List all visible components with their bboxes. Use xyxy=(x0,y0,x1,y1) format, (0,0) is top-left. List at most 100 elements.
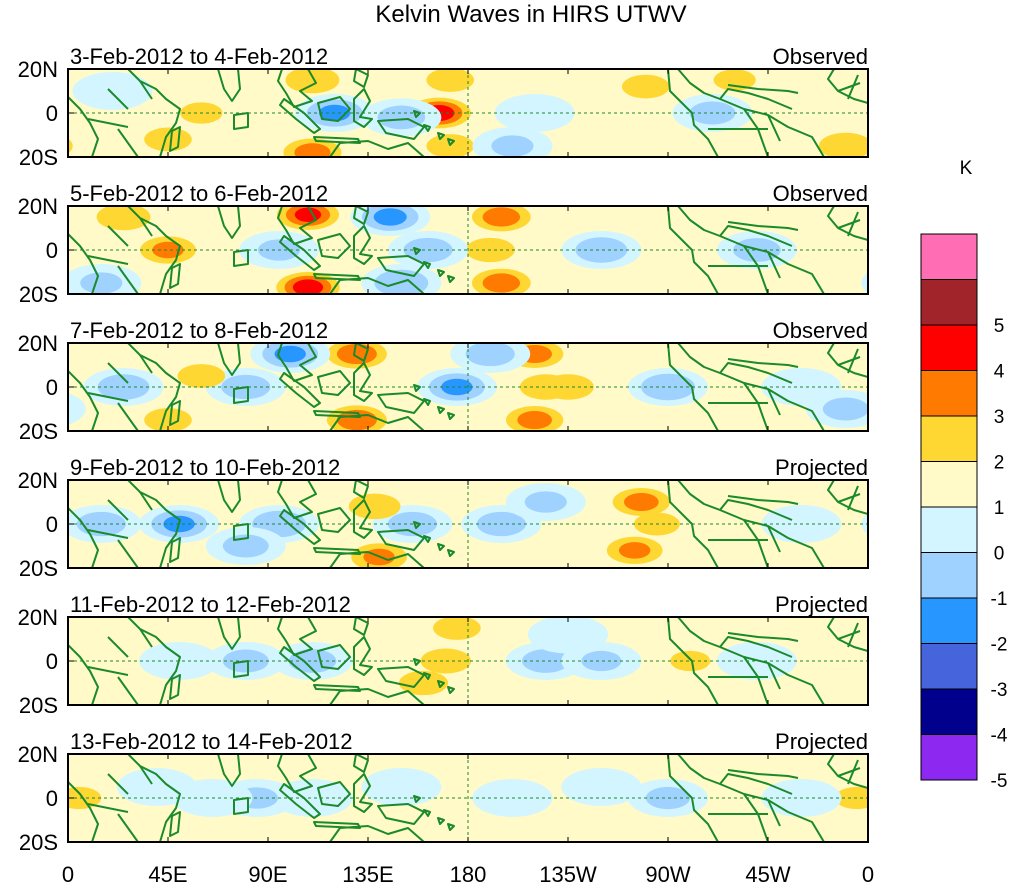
colorbar-label: -2 xyxy=(991,635,1008,656)
anomaly-contour xyxy=(177,364,226,388)
anomaly-contour xyxy=(482,273,521,293)
panel-status: Projected xyxy=(775,729,868,754)
anomaly-contour xyxy=(575,237,628,263)
longitude-label: 135W xyxy=(539,862,597,887)
panel-status: Observed xyxy=(773,318,868,343)
colorbar-bin xyxy=(920,552,978,599)
colorbar-label: 0 xyxy=(994,544,1005,565)
anomaly-contour xyxy=(348,493,401,520)
anomaly-contour xyxy=(426,134,475,157)
anomaly-contour xyxy=(521,649,570,673)
anomaly-contour xyxy=(96,206,151,231)
colorbar-label: 1 xyxy=(994,498,1005,519)
colorbar-bin xyxy=(920,233,978,280)
anomaly-contour xyxy=(68,786,102,810)
anomaly-contour xyxy=(420,648,471,674)
longitude-label: 90W xyxy=(645,862,690,887)
anomaly-contour xyxy=(834,786,868,810)
anomaly-contour xyxy=(144,127,192,152)
map-panel: 20N 0 20S 5-Feb-2012 to 6-Feb-2012 Observed xyxy=(18,181,869,307)
latitude-label: 0 xyxy=(46,512,58,537)
figure-title: Kelvin Waves in HIRS UTWV xyxy=(375,1,686,28)
colorbar-bin xyxy=(920,324,978,371)
anomaly-contour xyxy=(861,513,868,535)
latitude-label: 20S xyxy=(19,145,58,170)
latitude-label: 0 xyxy=(46,649,58,674)
latitude-label: 20N xyxy=(18,331,58,356)
colorbar: K 5 4 3 2 1 0 -1 -2 -3 -4 -5 xyxy=(920,158,1008,792)
colorbar-bin xyxy=(920,279,978,326)
panel-period: 5-Feb-2012 to 6-Feb-2012 xyxy=(70,181,328,206)
anomaly-contour xyxy=(618,542,651,559)
anomaly-contour xyxy=(465,343,515,367)
anomaly-contour xyxy=(68,138,73,154)
latitude-label: 0 xyxy=(46,375,58,400)
anomaly-contour xyxy=(861,272,868,294)
colorbar-label: 3 xyxy=(994,407,1005,428)
latitude-label: 0 xyxy=(46,786,58,811)
panel-period: 9-Feb-2012 to 10-Feb-2012 xyxy=(70,455,340,480)
anomaly-contour xyxy=(494,94,575,132)
panel-period: 7-Feb-2012 to 8-Feb-2012 xyxy=(70,318,328,343)
anomaly-contour xyxy=(68,393,86,425)
anomaly-contour xyxy=(152,241,184,259)
anomaly-contour xyxy=(433,617,481,640)
latitude-label: 20N xyxy=(18,57,58,82)
panel-status: Projected xyxy=(775,455,868,480)
colorbar-bin xyxy=(920,506,978,553)
anomaly-contour xyxy=(336,343,377,365)
colorbar-label: 5 xyxy=(994,316,1005,337)
anomaly-contour xyxy=(818,132,868,157)
colorbar-label: -5 xyxy=(991,771,1008,792)
latitude-label: 20S xyxy=(19,282,58,307)
anomaly-contour xyxy=(285,69,340,94)
colorbar-label: -4 xyxy=(991,726,1008,747)
latitude-label: 20S xyxy=(19,693,58,718)
anomaly-contour xyxy=(624,493,659,511)
anomaly-field xyxy=(68,343,868,431)
anomaly-contour xyxy=(80,272,123,294)
anomaly-contour xyxy=(274,345,306,363)
longitude-label: 45E xyxy=(148,862,187,887)
latitude-label: 20N xyxy=(18,194,58,219)
anomaly-contour xyxy=(294,143,331,157)
anomaly-contour xyxy=(116,768,197,806)
panel-period: 3-Feb-2012 to 4-Feb-2012 xyxy=(70,44,328,69)
colorbar-bin xyxy=(920,370,978,417)
anomaly-contour xyxy=(621,74,670,99)
anomaly-field xyxy=(68,480,868,568)
anomaly-contour xyxy=(361,768,442,806)
anomaly-contour xyxy=(822,397,868,421)
latitude-label: 20S xyxy=(19,830,58,855)
anomaly-contour xyxy=(68,406,69,412)
anomaly-contour xyxy=(377,105,426,130)
colorbar-label: 2 xyxy=(994,453,1005,474)
anomaly-contour xyxy=(426,69,475,92)
latitude-label: 20S xyxy=(19,419,58,444)
panel-period: 13-Feb-2012 to 14-Feb-2012 xyxy=(70,729,353,754)
map-panel: 20N 0 20S 11-Feb-2012 to 12-Feb-2012 Project… xyxy=(18,592,869,718)
latitude-label: 20S xyxy=(19,556,58,581)
map-panel: 20N 0 20S 13-Feb-2012 to 14-Feb-2012 Project… xyxy=(18,729,869,855)
latitude-label: 0 xyxy=(46,101,58,126)
map-panel: 20N 0 20S 7-Feb-2012 to 8-Feb-2012 Observed xyxy=(18,318,869,444)
anomaly-contour xyxy=(670,650,711,672)
longitude-label: 45W xyxy=(745,862,790,887)
anomaly-contour xyxy=(399,670,449,696)
longitude-label: 135E xyxy=(342,862,393,887)
colorbar-label: -1 xyxy=(991,589,1008,610)
colorbar-bin xyxy=(920,688,978,735)
longitude-label: 0 xyxy=(862,862,874,887)
panel-status: Projected xyxy=(775,592,868,617)
panel-period: 11-Feb-2012 to 12-Feb-2012 xyxy=(70,592,351,617)
anomaly-contour xyxy=(713,69,756,91)
colorbar-bin xyxy=(920,597,978,644)
colorbar-label: 4 xyxy=(994,362,1005,383)
latitude-label: 0 xyxy=(46,238,58,263)
anomaly-contour xyxy=(72,72,153,110)
anomaly-field xyxy=(68,69,868,157)
colorbar-bin xyxy=(920,734,978,781)
anomaly-contour xyxy=(292,279,324,294)
